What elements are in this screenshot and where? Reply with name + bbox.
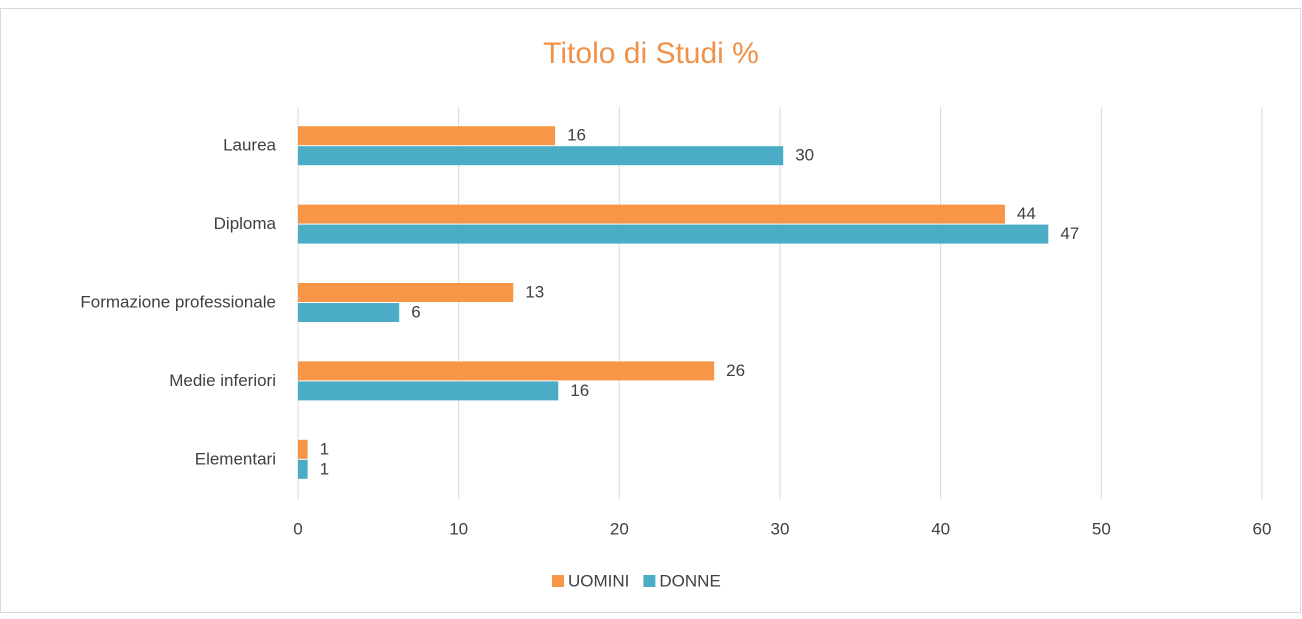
y-tick-label: Laurea: [223, 136, 276, 155]
data-label: 1: [320, 459, 329, 478]
bar: [298, 303, 400, 322]
data-label: 16: [567, 126, 586, 145]
chart-title: Titolo di Studi %: [543, 37, 759, 70]
bar: [298, 204, 1005, 224]
x-tick-label: 40: [931, 519, 950, 538]
x-tick-label: 50: [1092, 519, 1111, 538]
chart-border: [0, 8, 1301, 613]
x-tick-label: 60: [1253, 519, 1272, 538]
x-tick-label: 30: [771, 519, 790, 538]
data-label: 16: [570, 381, 589, 400]
data-label: 26: [726, 361, 745, 380]
y-tick-label: Elementari: [195, 449, 276, 468]
legend-label: UOMINI: [568, 571, 629, 590]
data-label: 6: [411, 302, 420, 321]
bar: [298, 459, 308, 479]
legend-swatch: [552, 575, 564, 587]
data-label: 13: [525, 282, 544, 301]
bar: [298, 283, 514, 302]
x-tick-label: 20: [610, 519, 629, 538]
bar: [298, 224, 1049, 244]
data-label: 47: [1060, 224, 1079, 243]
data-label: 30: [795, 146, 814, 165]
data-label: 44: [1017, 204, 1036, 223]
legend-swatch: [643, 575, 656, 587]
data-label: 1: [320, 439, 329, 458]
bar: [298, 126, 556, 146]
bar: [298, 439, 308, 459]
bar: [298, 146, 784, 166]
y-tick-label: Diploma: [214, 214, 277, 233]
x-tick-label: 0: [293, 519, 302, 538]
y-tick-label: Formazione professionale: [80, 292, 276, 311]
y-tick-label: Medie inferiori: [169, 371, 276, 390]
bar: [298, 381, 559, 401]
legend-label: DONNE: [659, 571, 720, 590]
x-tick-label: 10: [449, 519, 468, 538]
bar: [298, 361, 715, 381]
